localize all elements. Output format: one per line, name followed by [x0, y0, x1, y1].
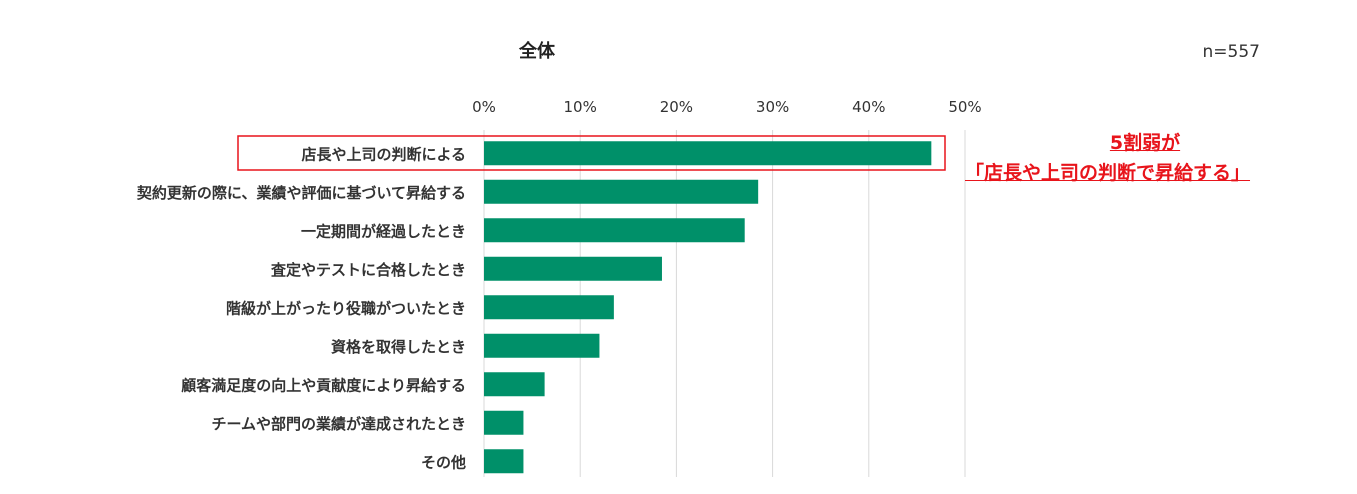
bar: [484, 333, 600, 358]
category-label: 査定やテストに合格したとき: [271, 261, 466, 279]
category-label: 一定期間が経過したとき: [301, 222, 466, 240]
bars: [484, 141, 932, 474]
bar: [484, 218, 745, 243]
category-label: 顧客満足度の向上や貢献度により昇給する: [181, 376, 466, 394]
highlight-box: [237, 135, 946, 171]
annotation-line1: 5割弱が: [1109, 132, 1181, 154]
x-tick-label: 0%: [472, 98, 496, 116]
category-label: 階級が上がったり役職がついたとき: [226, 299, 466, 317]
category-label: 資格を取得したとき: [331, 338, 466, 356]
category-label: 店長や上司の判断による: [301, 145, 466, 163]
category-label: その他: [421, 453, 466, 471]
x-tick-label: 20%: [660, 98, 693, 116]
annotation-line2: 「店長や上司の判断で昇給する」: [965, 162, 1251, 184]
category-label: 契約更新の際に、業績や評価に基づいて昇給する: [136, 184, 466, 202]
bar: [484, 295, 614, 320]
x-tick-label: 50%: [948, 98, 981, 116]
bar: [484, 372, 545, 397]
x-tick-label: 30%: [756, 98, 789, 116]
bar: [484, 449, 524, 474]
bar: [484, 410, 524, 435]
bar: [484, 179, 759, 204]
x-tick-label: 10%: [564, 98, 597, 116]
bar: [484, 256, 662, 281]
x-axis-ticks: 0% 10% 20% 30% 40% 50%: [472, 98, 982, 116]
category-label: チームや部門の業績が達成されたとき: [211, 415, 466, 433]
chart-title: 全体: [518, 40, 556, 62]
sample-size: n=557: [1203, 42, 1260, 62]
bar: [484, 141, 932, 166]
category-labels: 店長や上司の判断による契約更新の際に、業績や評価に基づいて昇給する一定期間が経過…: [136, 145, 466, 471]
x-tick-label: 40%: [852, 98, 885, 116]
